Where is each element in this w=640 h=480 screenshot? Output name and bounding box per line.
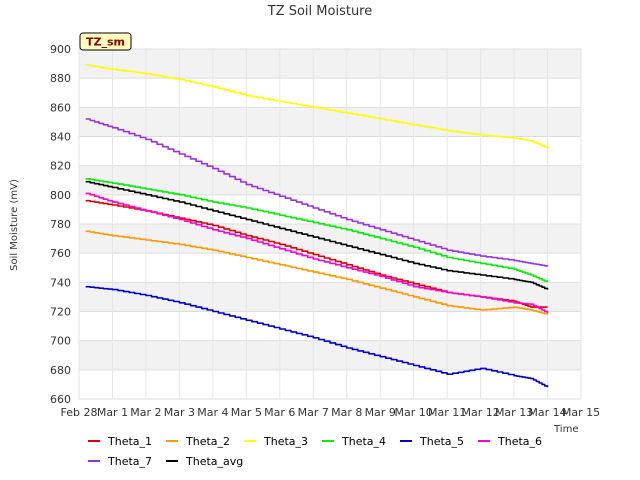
legend-label: Theta_4	[341, 435, 386, 448]
x-tick-label: Mar 15	[562, 406, 600, 419]
legend-item: Theta_2	[166, 435, 230, 448]
legend-item: Theta_5	[400, 435, 464, 448]
x-tick-label: Mar 3	[164, 406, 195, 419]
grid-band	[79, 107, 581, 137]
x-tick-label: Mar 1	[97, 406, 128, 419]
y-tick-label: 660	[50, 393, 71, 406]
grid-band	[79, 165, 581, 195]
x-tick-label: Mar 5	[231, 406, 262, 419]
legend-label: Theta_6	[497, 435, 542, 448]
x-tick-label: Feb 28	[61, 406, 98, 419]
series-line-theta-2	[85, 230, 549, 315]
x-tick-label: Mar 12	[461, 406, 499, 419]
legend-label: Theta_7	[107, 455, 152, 468]
badge-box	[79, 32, 132, 51]
x-tick-label: Mar 13	[495, 406, 533, 419]
series-lines	[85, 64, 549, 388]
series-line-theta-7	[85, 118, 549, 267]
series-line-theta-4	[85, 178, 549, 283]
grid-band	[79, 224, 581, 254]
series-line-theta-avg	[85, 180, 549, 290]
y-tick-label: 880	[50, 72, 71, 85]
gridlines	[78, 48, 582, 400]
grid-band	[79, 282, 581, 312]
x-axis-label: Time	[553, 424, 578, 435]
legend-item: Theta_avg	[166, 455, 243, 468]
y-tick-label: 800	[50, 189, 71, 202]
chart-title: TZ Soil Moisture	[267, 4, 373, 19]
y-tick-label: 760	[50, 247, 71, 260]
x-tick-label: Mar 6	[264, 406, 295, 419]
y-tick-label: 740	[50, 276, 71, 289]
y-axis-label: Soil Moisture (mV)	[9, 179, 20, 271]
legend-label: Theta_5	[419, 435, 464, 448]
legend-item: Theta_1	[88, 435, 152, 448]
grid-band	[79, 340, 581, 370]
x-tick-label: Mar 11	[428, 406, 466, 419]
series-line-theta-5	[85, 285, 549, 388]
legend-item: Theta_6	[478, 435, 542, 448]
y-tick-label: 820	[50, 160, 71, 173]
x-tick-label: Mar 14	[528, 406, 566, 419]
x-tick-label: Mar 7	[298, 406, 329, 419]
series-line-theta-3	[85, 64, 549, 149]
axis-ticks: 660 680 700 720 740 760 780 800 820 840 860 880 900 F…	[50, 43, 600, 419]
x-tick-label: Mar 9	[365, 406, 396, 419]
series-line-theta-6	[85, 192, 549, 313]
y-tick-label: 840	[50, 131, 71, 144]
chart-badge: TZ_sm	[79, 32, 132, 51]
legend-label: Theta_1	[107, 435, 152, 448]
y-tick-label: 860	[50, 101, 71, 114]
legend-item: Theta_3	[244, 435, 308, 448]
grid-band	[79, 49, 581, 79]
x-tick-label: Mar 8	[331, 406, 362, 419]
legend-item: Theta_7	[88, 455, 152, 468]
x-tick-label: Mar 10	[395, 406, 433, 419]
x-tick-label: Mar 2	[130, 406, 161, 419]
x-tick-label: Mar 4	[197, 406, 228, 419]
legend-label: Theta_3	[263, 435, 308, 448]
y-tick-label: 700	[50, 335, 71, 348]
legend-item: Theta_4	[322, 435, 386, 448]
y-tick-label: 720	[50, 306, 71, 319]
y-tick-label: 900	[50, 43, 71, 56]
y-tick-label: 780	[50, 218, 71, 231]
legend-label: Theta_2	[185, 435, 230, 448]
y-tick-label: 680	[50, 364, 71, 377]
badge-label: TZ_sm	[86, 36, 125, 49]
legend: Theta_1 Theta_2 Theta_3 Theta_4 Theta_5 Theta…	[88, 435, 542, 468]
legend-label: Theta_avg	[185, 455, 243, 468]
